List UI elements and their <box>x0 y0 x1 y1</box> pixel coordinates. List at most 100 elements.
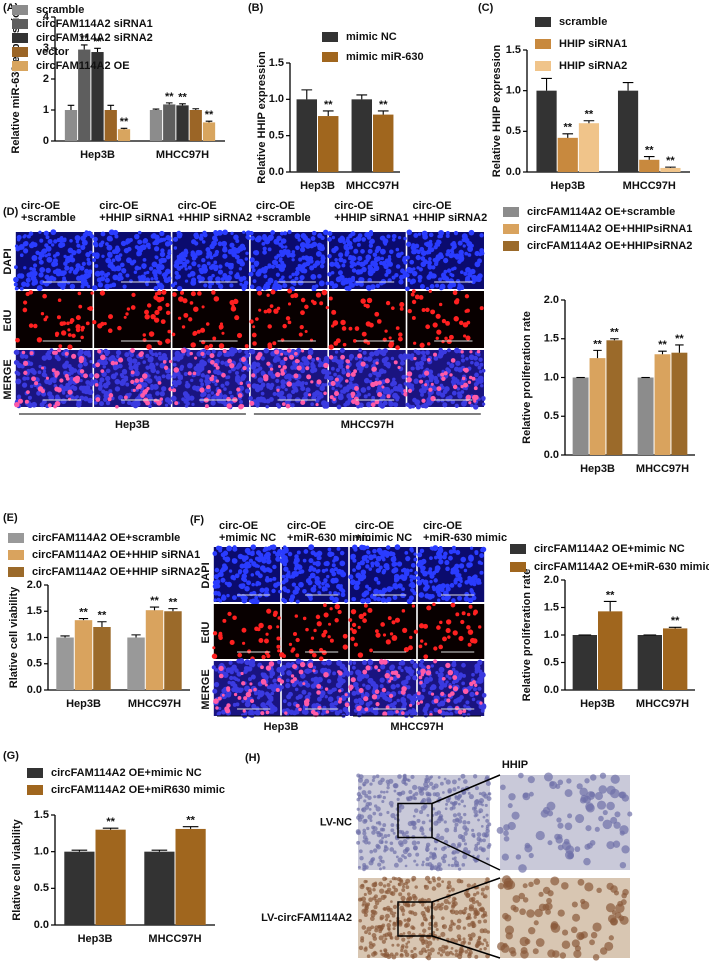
ihc-cell <box>356 815 360 819</box>
nucleus <box>457 393 462 398</box>
nucleus <box>405 273 410 278</box>
nucleus <box>235 371 239 375</box>
legend-swatch <box>503 241 519 251</box>
edu-cell <box>360 298 365 303</box>
nucleus <box>22 376 26 380</box>
edu-cell <box>325 687 328 690</box>
nucleus <box>82 262 86 266</box>
nucleus <box>83 361 88 366</box>
edu-cell <box>172 388 176 392</box>
edu-cell <box>324 612 329 617</box>
nucleus <box>277 405 281 409</box>
ihc-cell <box>393 783 398 788</box>
nucleus <box>333 373 337 377</box>
micrograph <box>251 232 328 289</box>
ihc-cell <box>382 940 386 944</box>
edu-cell <box>474 684 477 687</box>
edu-cell <box>356 706 361 711</box>
nucleus <box>76 276 81 281</box>
ihc-cell <box>562 940 570 948</box>
edu-cell <box>455 612 459 616</box>
nucleus <box>94 243 98 247</box>
nucleus <box>403 237 407 241</box>
nucleus <box>271 265 275 269</box>
nucleus <box>423 586 428 591</box>
x-tick-label: MHCC97H <box>636 463 689 475</box>
nucleus <box>112 258 116 262</box>
edu-cell <box>172 292 177 297</box>
edu-cell <box>207 370 211 374</box>
ihc-cell <box>380 917 384 921</box>
nucleus <box>421 404 425 408</box>
edu-cell <box>345 379 349 383</box>
nucleus <box>335 350 338 353</box>
nucleus <box>200 382 204 386</box>
nucleus <box>115 247 121 253</box>
nucleus <box>419 388 424 393</box>
error-bar <box>121 128 128 129</box>
ihc-cell <box>592 922 601 931</box>
nucleus <box>396 699 400 703</box>
nucleus <box>478 561 482 565</box>
ihc-cell <box>585 802 594 811</box>
edu-cell <box>375 689 380 694</box>
legend-swatch <box>8 550 24 560</box>
ihc-cell <box>466 916 470 920</box>
nucleus <box>263 247 267 251</box>
nucleus <box>238 571 242 575</box>
nucleus <box>268 686 272 690</box>
edu-cell <box>140 393 145 398</box>
edu-cell <box>227 612 231 616</box>
nucleus <box>255 387 260 392</box>
edu-cell <box>338 700 342 704</box>
edu-cell <box>309 663 313 667</box>
edu-cell <box>257 352 262 357</box>
nucleus <box>411 563 416 568</box>
edu-cell <box>29 323 34 328</box>
y-axis-label: Relative proliferation rate <box>521 569 533 702</box>
ihc-cell <box>372 775 376 779</box>
legend-swatch <box>12 33 28 43</box>
ihc-cell <box>403 949 407 953</box>
nucleus <box>458 241 463 246</box>
edu-cell <box>326 710 330 714</box>
nucleus <box>329 262 334 267</box>
nucleus <box>340 571 346 577</box>
edu-cell <box>433 353 437 357</box>
nucleus <box>221 567 226 572</box>
nucleus <box>379 261 383 265</box>
ihc-cell <box>497 827 504 834</box>
nucleus <box>163 275 167 279</box>
nucleus <box>460 580 463 583</box>
edu-cell <box>371 367 376 372</box>
edu-cell <box>375 362 378 365</box>
nucleus <box>55 355 60 360</box>
edu-cell <box>67 344 72 349</box>
ihc-cell <box>371 952 376 957</box>
edu-cell <box>135 378 140 383</box>
nucleus <box>315 390 321 396</box>
nucleus <box>100 276 105 281</box>
edu-cell <box>269 661 274 666</box>
edu-cell <box>446 628 451 633</box>
edu-cell <box>420 639 423 642</box>
ihc-cell <box>356 798 360 802</box>
ihc-cell <box>432 886 437 891</box>
edu-cell <box>58 344 62 348</box>
edu-cell <box>436 314 441 319</box>
edu-cell <box>345 702 350 707</box>
ihc-cell <box>430 866 434 870</box>
column-label: circ-OE <box>21 200 60 212</box>
nucleus <box>168 241 172 245</box>
nucleus <box>261 392 265 396</box>
nucleus <box>68 248 74 254</box>
edu-cell <box>469 605 473 609</box>
ihc-cell <box>363 835 368 840</box>
nucleus <box>366 545 370 549</box>
nucleus <box>478 358 482 362</box>
edu-cell <box>447 635 450 638</box>
nucleus <box>271 686 277 692</box>
nucleus <box>292 258 295 261</box>
nucleus <box>479 233 483 237</box>
ihc-cell <box>360 884 365 889</box>
